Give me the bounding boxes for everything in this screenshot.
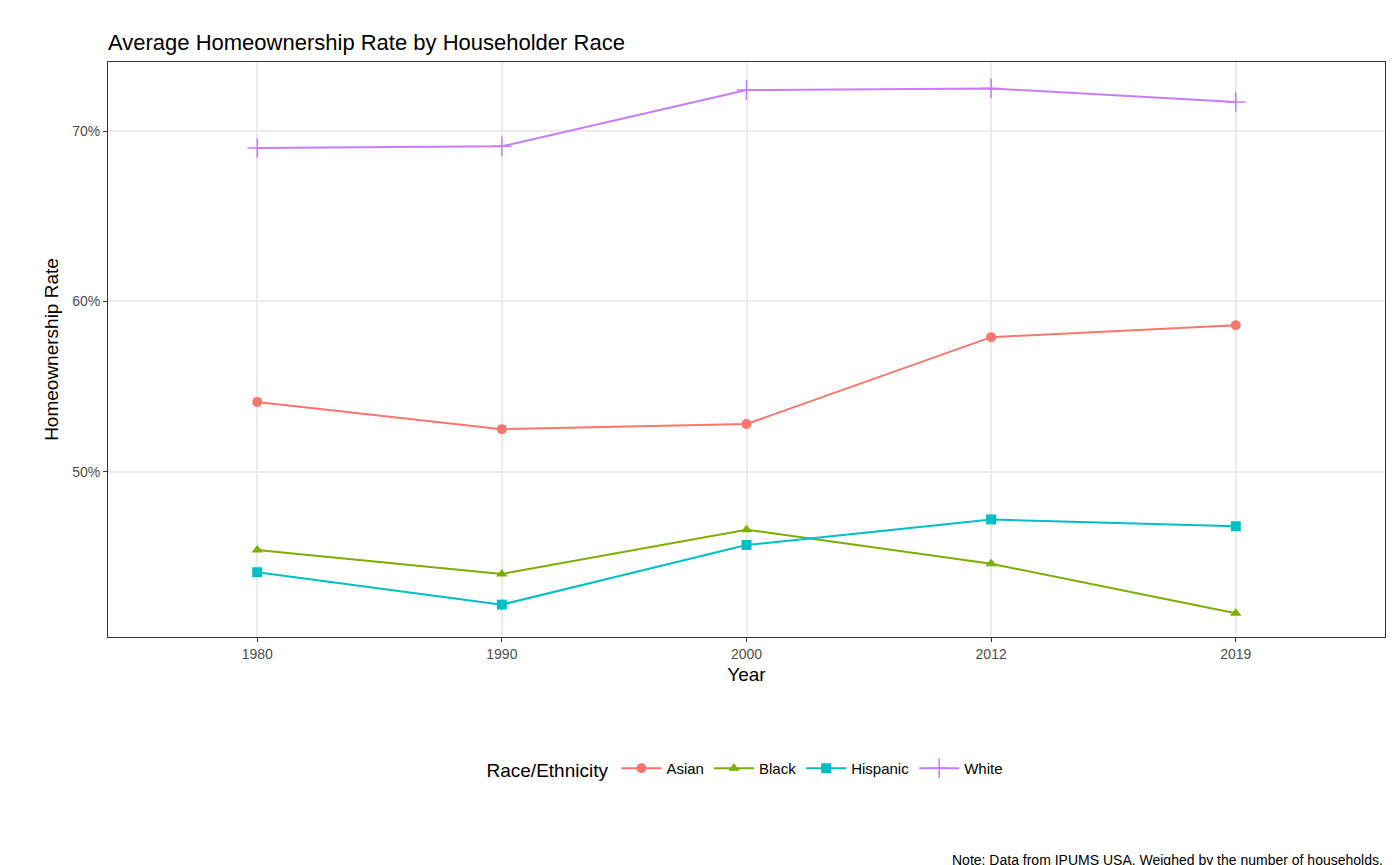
svg-text:2000: 2000 xyxy=(731,646,762,662)
svg-text:Asian: Asian xyxy=(666,760,704,777)
svg-text:Black: Black xyxy=(759,760,796,777)
svg-text:1980: 1980 xyxy=(242,646,273,662)
svg-text:2019: 2019 xyxy=(1220,646,1251,662)
svg-text:60%: 60% xyxy=(72,293,100,309)
svg-text:2012: 2012 xyxy=(976,646,1007,662)
svg-text:Average Homeownership Rate by: Average Homeownership Rate by Householde… xyxy=(108,30,625,55)
svg-text:1990: 1990 xyxy=(486,646,517,662)
svg-text:70%: 70% xyxy=(72,123,100,139)
svg-text:Race/Ethnicity: Race/Ethnicity xyxy=(487,760,609,781)
svg-text:Year: Year xyxy=(727,664,766,685)
svg-text:Homeownership Rate: Homeownership Rate xyxy=(41,258,62,441)
svg-text:50%: 50% xyxy=(72,464,100,480)
svg-text:Hispanic: Hispanic xyxy=(851,760,909,777)
svg-text:White: White xyxy=(964,760,1002,777)
svg-text:Note: Data from IPUMS USA. Wei: Note: Data from IPUMS USA. Weighed by th… xyxy=(952,852,1383,865)
